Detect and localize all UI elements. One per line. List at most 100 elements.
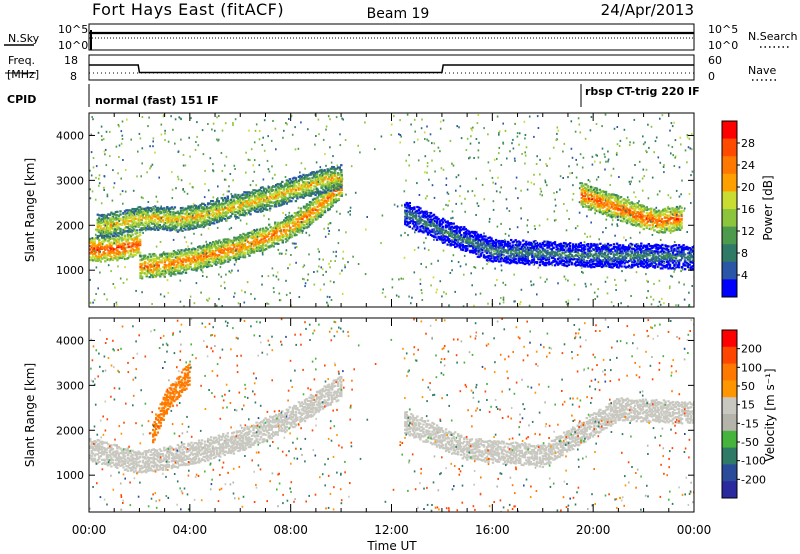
power-cell bbox=[202, 202, 205, 205]
power-cell bbox=[148, 264, 151, 267]
power-cell bbox=[490, 257, 493, 260]
power-cell bbox=[231, 241, 235, 244]
power-cell bbox=[589, 208, 592, 211]
power-cell bbox=[131, 245, 134, 248]
power-cell bbox=[202, 211, 205, 214]
power-cell bbox=[163, 259, 166, 262]
power-cell bbox=[150, 258, 153, 261]
power-cell bbox=[426, 231, 430, 234]
power-cell bbox=[116, 240, 119, 243]
power-cell bbox=[440, 223, 443, 226]
power-cell bbox=[248, 254, 251, 257]
power-cell bbox=[224, 238, 227, 241]
power-cell bbox=[585, 187, 588, 191]
power-cell bbox=[675, 215, 679, 218]
power-cell bbox=[305, 222, 309, 226]
power-cell bbox=[193, 216, 196, 219]
power-cell bbox=[310, 201, 313, 204]
power-cell bbox=[258, 198, 261, 201]
power-cell bbox=[128, 216, 131, 219]
power-cell bbox=[231, 194, 234, 197]
power-cell bbox=[105, 222, 108, 225]
power-cell bbox=[328, 177, 331, 180]
power-cell bbox=[254, 235, 257, 238]
power-cell bbox=[175, 222, 178, 225]
power-cell bbox=[449, 234, 452, 237]
power-cell bbox=[201, 259, 204, 262]
power-cell bbox=[544, 258, 548, 262]
power-cell bbox=[176, 222, 180, 225]
power-cell bbox=[298, 213, 301, 216]
power-cell bbox=[510, 259, 513, 262]
power-cell bbox=[669, 216, 673, 219]
power-cell bbox=[423, 216, 427, 219]
power-cell bbox=[435, 218, 439, 221]
power-cell bbox=[671, 216, 674, 220]
power-cell bbox=[299, 222, 303, 225]
power-cell bbox=[425, 228, 428, 231]
power-cell bbox=[645, 221, 648, 225]
power-cell bbox=[189, 262, 192, 265]
power-cell bbox=[266, 189, 269, 192]
power-cell bbox=[250, 202, 254, 205]
power-cell bbox=[278, 226, 281, 229]
power-cell bbox=[116, 228, 119, 231]
power-cell bbox=[211, 222, 214, 225]
power-cell bbox=[303, 177, 307, 180]
power-cell bbox=[227, 260, 230, 263]
power-cell bbox=[328, 186, 331, 189]
power-cell bbox=[237, 202, 240, 205]
power-cell bbox=[622, 213, 626, 216]
power-cell bbox=[131, 217, 134, 220]
power-cell bbox=[674, 218, 677, 221]
power-cell bbox=[487, 244, 490, 247]
power-cell bbox=[187, 258, 191, 262]
power-cell bbox=[302, 220, 306, 223]
power-cell bbox=[236, 252, 239, 255]
power-cell bbox=[131, 238, 134, 241]
power-cell bbox=[113, 248, 116, 251]
power-cell bbox=[180, 265, 183, 268]
power-cell bbox=[408, 213, 411, 216]
power-cell bbox=[497, 242, 501, 245]
power-cell bbox=[275, 184, 278, 187]
power-cell bbox=[594, 199, 597, 202]
power-cell bbox=[601, 206, 605, 209]
power-cell bbox=[287, 229, 290, 232]
power-cell bbox=[312, 192, 316, 195]
power-cell bbox=[123, 223, 127, 226]
power-cell bbox=[311, 171, 314, 174]
power-cell bbox=[323, 178, 326, 181]
power-cell bbox=[550, 242, 554, 245]
power-cell bbox=[154, 224, 157, 227]
power-cell bbox=[98, 223, 101, 226]
power-cell bbox=[431, 214, 434, 217]
power-cell bbox=[216, 198, 219, 201]
power-cell bbox=[476, 246, 480, 250]
power-cell bbox=[541, 257, 545, 260]
power-cell bbox=[645, 206, 648, 209]
power-cell bbox=[205, 210, 208, 213]
power-cell bbox=[668, 225, 671, 228]
power-cell bbox=[234, 193, 237, 196]
power-cell bbox=[615, 212, 618, 215]
power-cell bbox=[209, 241, 212, 245]
power-cell bbox=[222, 251, 225, 254]
power-cell bbox=[336, 189, 339, 192]
power-cell bbox=[255, 195, 258, 198]
power-cell bbox=[137, 248, 140, 251]
power-cell bbox=[422, 219, 425, 222]
date-label: 24/Apr/2013 bbox=[601, 1, 694, 19]
power-cell bbox=[158, 212, 161, 215]
power-cell bbox=[234, 256, 238, 260]
power-cell bbox=[606, 202, 609, 205]
power-cell bbox=[607, 198, 611, 201]
power-cell bbox=[180, 272, 183, 275]
power-cell bbox=[308, 189, 311, 192]
power-cell bbox=[193, 252, 197, 255]
power-cell bbox=[526, 251, 529, 254]
power-cell bbox=[154, 205, 157, 208]
power-cell bbox=[650, 208, 653, 212]
power-cell bbox=[461, 240, 464, 243]
power-cell bbox=[648, 214, 651, 218]
